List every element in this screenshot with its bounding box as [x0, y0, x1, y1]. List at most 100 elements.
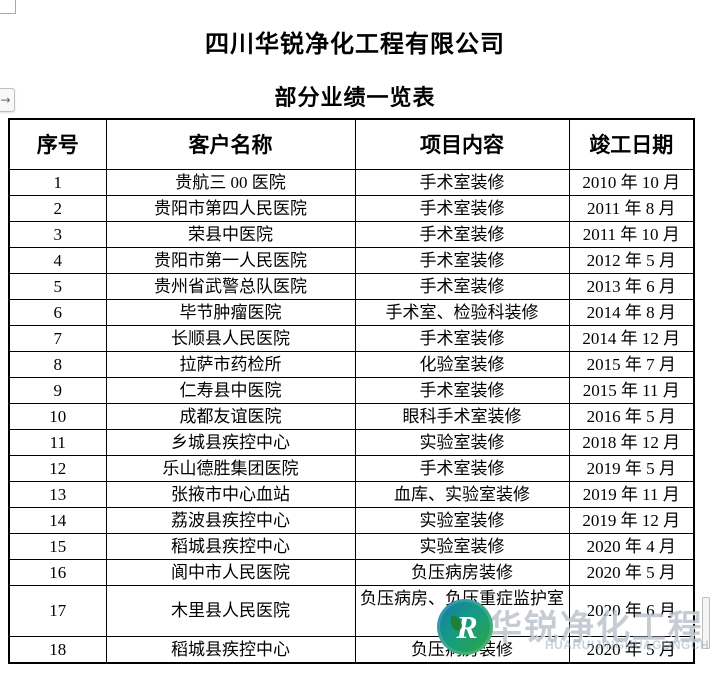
results-table-body: 1 贵航三 00 医院 手术室装修 2010 年 10 月 2 贵阳市第四人民医院 手术室装… — [8, 168, 695, 663]
cell-client: 成都友谊医院 — [105, 402, 356, 430]
cell-date: 2013 年 6 月 — [568, 272, 695, 300]
cell-project: 手术室装修 — [354, 246, 570, 274]
cell-no: 14 — [8, 506, 107, 534]
scrollbar-thumb[interactable] — [702, 597, 710, 649]
cell-project: 负压病房装修 — [354, 558, 570, 586]
cell-project: 手术室、检验科装修 — [354, 298, 570, 326]
cell-date: 2015 年 7 月 — [568, 350, 695, 378]
cell-project: 手术室装修 — [354, 272, 570, 300]
cell-project: 实验室装修 — [354, 532, 570, 560]
cell-no: 11 — [8, 428, 107, 456]
cell-project: 手术室装修 — [354, 324, 570, 352]
cell-client: 贵阳市第四人民医院 — [105, 194, 356, 222]
cell-client: 稻城县疾控中心 — [105, 532, 356, 560]
cell-date: 2011 年 10 月 — [568, 220, 695, 248]
results-table-container: 序号 客户名称 项目内容 竣工日期 1 贵航三 00 医院 手术室装修 2010 年 10 … — [8, 118, 695, 664]
column-header: 序号 — [8, 118, 107, 170]
cell-no: 2 — [8, 194, 107, 222]
cell-client: 木里县人民医院 — [105, 584, 356, 637]
cell-no: 17 — [8, 584, 107, 637]
cell-no: 16 — [8, 558, 107, 586]
cell-no: 5 — [8, 272, 107, 300]
table-row: 17 木里县人民医院 负压病房、负压重症监护室装修 2020 年 6 月 — [8, 584, 695, 637]
table-row: 16 阆中市人民医院 负压病房装修 2020 年 5 月 — [8, 558, 695, 586]
cell-date: 2014 年 12 月 — [568, 324, 695, 352]
cell-date: 2016 年 5 月 — [568, 402, 695, 430]
table-row: 7 长顺县人民医院 手术室装修 2014 年 12 月 — [8, 324, 695, 352]
results-table: 序号 客户名称 项目内容 竣工日期 1 贵航三 00 医院 手术室装修 2010 年 10 … — [8, 118, 695, 664]
table-row: 6 毕节肿瘤医院 手术室、检验科装修 2014 年 8 月 — [8, 298, 695, 326]
cell-no: 1 — [8, 168, 107, 196]
cell-no: 7 — [8, 324, 107, 352]
table-row: 9 仁寿县中医院 手术室装修 2015 年 11 月 — [8, 376, 695, 404]
cell-client: 稻城县疾控中心 — [105, 635, 356, 663]
cell-date: 2020 年 6 月 — [568, 584, 695, 637]
table-row: 13 张掖市中心血站 血库、实验室装修 2019 年 11 月 — [8, 480, 695, 508]
cell-no: 4 — [8, 246, 107, 274]
table-row: 3 荣县中医院 手术室装修 2011 年 10 月 — [8, 220, 695, 248]
margin-marker-box — [0, 0, 16, 14]
cell-no: 18 — [8, 635, 107, 663]
cell-date: 2011 年 8 月 — [568, 194, 695, 222]
cell-project: 负压病房装修 — [354, 635, 570, 663]
cell-client: 拉萨市药检所 — [105, 350, 356, 378]
cell-client: 乡城县疾控中心 — [105, 428, 356, 456]
cell-project: 手术室装修 — [354, 454, 570, 482]
cell-client: 毕节肿瘤医院 — [105, 298, 356, 326]
cell-date: 2019 年 11 月 — [568, 480, 695, 508]
cell-no: 8 — [8, 350, 107, 378]
cell-client: 荣县中医院 — [105, 220, 356, 248]
cell-client: 贵航三 00 医院 — [105, 168, 356, 196]
cell-date: 2018 年 12 月 — [568, 428, 695, 456]
cell-date: 2015 年 11 月 — [568, 376, 695, 404]
table-row: 4 贵阳市第一人民医院 手术室装修 2012 年 5 月 — [8, 246, 695, 274]
cell-project: 实验室装修 — [354, 428, 570, 456]
cell-date: 2014 年 8 月 — [568, 298, 695, 326]
cell-client: 仁寿县中医院 — [105, 376, 356, 404]
table-row: 15 稻城县疾控中心 实验室装修 2020 年 4 月 — [8, 532, 695, 560]
cell-client: 乐山德胜集团医院 — [105, 454, 356, 482]
cell-no: 10 — [8, 402, 107, 430]
cell-client: 阆中市人民医院 — [105, 558, 356, 586]
cell-project: 眼科手术室装修 — [354, 402, 570, 430]
page-subtitle: 部分业绩一览表 — [274, 85, 436, 110]
cell-project: 实验室装修 — [354, 506, 570, 534]
table-row: 10 成都友谊医院 眼科手术室装修 2016 年 5 月 — [8, 402, 695, 430]
table-row: 5 贵州省武警总队医院 手术室装修 2013 年 6 月 — [8, 272, 695, 300]
left-arrow-button[interactable]: → — [0, 88, 15, 112]
cell-client: 贵阳市第一人民医院 — [105, 246, 356, 274]
column-header: 项目内容 — [354, 118, 570, 170]
cell-date: 2020 年 5 月 — [568, 558, 695, 586]
cell-client: 张掖市中心血站 — [105, 480, 356, 508]
cell-no: 6 — [8, 298, 107, 326]
cell-no: 13 — [8, 480, 107, 508]
cell-project: 负压病房、负压重症监护室装修 — [354, 584, 570, 637]
cell-project: 手术室装修 — [354, 376, 570, 404]
cell-no: 9 — [8, 376, 107, 404]
cell-project: 血库、实验室装修 — [354, 480, 570, 508]
table-row: 18 稻城县疾控中心 负压病房装修 2020 年 5 月 — [8, 635, 695, 663]
column-header: 竣工日期 — [568, 118, 695, 170]
cell-date: 2019 年 5 月 — [568, 454, 695, 482]
cell-client: 荔波县疾控中心 — [105, 506, 356, 534]
table-row: 12 乐山德胜集团医院 手术室装修 2019 年 5 月 — [8, 454, 695, 482]
cell-project: 手术室装修 — [354, 194, 570, 222]
cell-no: 15 — [8, 532, 107, 560]
cell-project: 手术室装修 — [354, 220, 570, 248]
cell-project: 化验室装修 — [354, 350, 570, 378]
cell-project: 手术室装修 — [354, 168, 570, 196]
table-row: 14 荔波县疾控中心 实验室装修 2019 年 12 月 — [8, 506, 695, 534]
column-header: 客户名称 — [105, 118, 356, 170]
table-header-row: 序号 客户名称 项目内容 竣工日期 — [8, 118, 695, 170]
table-row: 2 贵阳市第四人民医院 手术室装修 2011 年 8 月 — [8, 194, 695, 222]
cell-date: 2010 年 10 月 — [568, 168, 695, 196]
cell-client: 长顺县人民医院 — [105, 324, 356, 352]
table-row: 8 拉萨市药检所 化验室装修 2015 年 7 月 — [8, 350, 695, 378]
right-arrow-icon: → — [0, 93, 11, 107]
table-row: 1 贵航三 00 医院 手术室装修 2010 年 10 月 — [8, 168, 695, 196]
cell-date: 2020 年 4 月 — [568, 532, 695, 560]
table-row: 11 乡城县疾控中心 实验室装修 2018 年 12 月 — [8, 428, 695, 456]
cell-no: 12 — [8, 454, 107, 482]
page-title: 四川华锐净化工程有限公司 — [205, 31, 505, 58]
